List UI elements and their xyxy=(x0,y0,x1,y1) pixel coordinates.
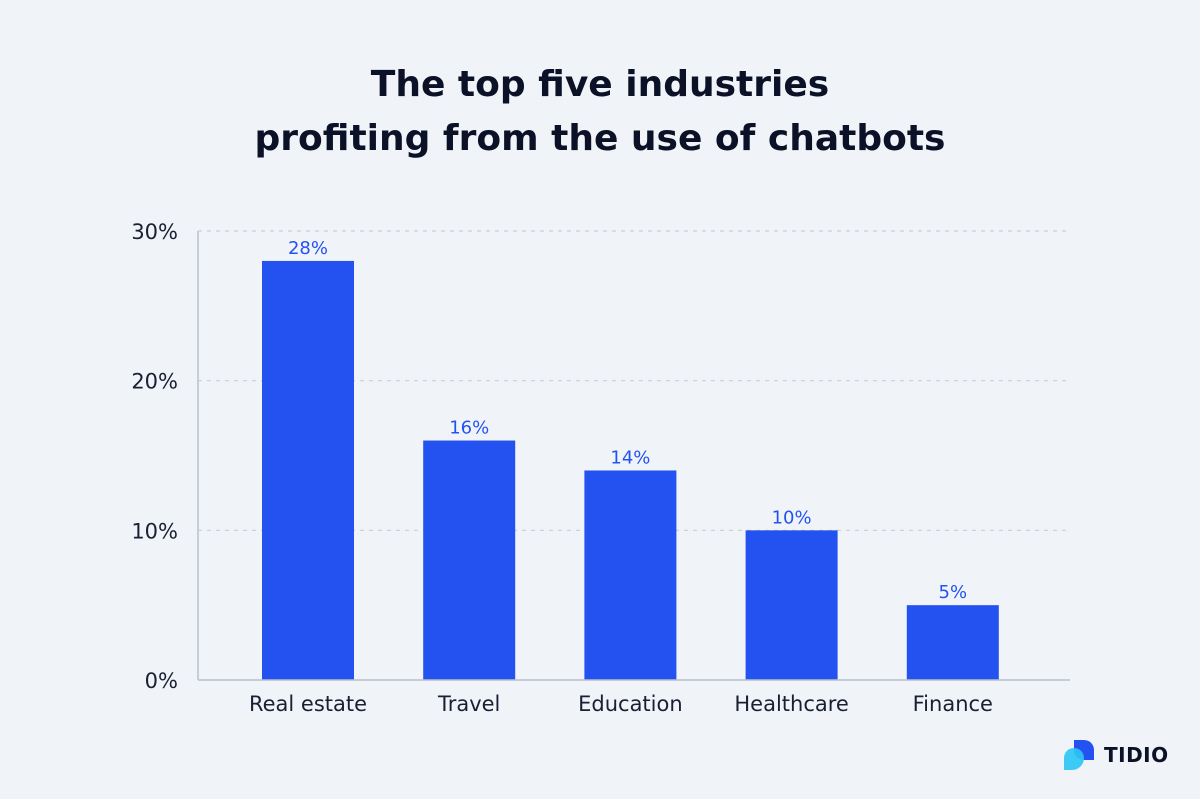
x-axis-tick-labels: Real estate Travel Education Healthcare Fina… xyxy=(249,692,993,716)
y-axis-tick-labels: 0% 10% 20% 30% xyxy=(131,220,178,693)
y-tick-label: 30% xyxy=(131,220,178,244)
bar-value-label: 16% xyxy=(449,418,489,439)
brand-logo: TIDIO xyxy=(1062,738,1169,772)
x-tick-label: Travel xyxy=(437,692,500,716)
value-labels: 28% 16% 14% 10% 5% xyxy=(288,238,967,603)
bar-value-label: 28% xyxy=(288,238,328,259)
bar-value-label: 5% xyxy=(939,582,968,603)
tidio-logo-icon xyxy=(1064,740,1094,770)
x-tick-label: Education xyxy=(578,692,683,716)
chart-title: The top five industries profiting from t… xyxy=(0,58,1200,166)
x-tick-label: Healthcare xyxy=(734,692,848,716)
y-tick-label: 10% xyxy=(131,519,178,543)
chart-title-line-1: The top five industries xyxy=(370,64,830,105)
bars xyxy=(262,260,999,680)
bar xyxy=(423,440,516,680)
brand-name: TIDIO xyxy=(1104,743,1169,767)
x-tick-label: Finance xyxy=(913,692,993,716)
bar xyxy=(584,470,677,680)
y-tick-label: 0% xyxy=(145,669,178,693)
x-tick-label: Real estate xyxy=(249,692,367,716)
bar xyxy=(262,260,354,680)
y-tick-label: 20% xyxy=(131,370,178,394)
chart-title-line-2: profiting from the use of chatbots xyxy=(254,118,946,159)
bar-value-label: 14% xyxy=(610,447,650,468)
bar xyxy=(906,605,999,680)
bar xyxy=(745,530,838,680)
bar-value-label: 10% xyxy=(772,507,812,528)
